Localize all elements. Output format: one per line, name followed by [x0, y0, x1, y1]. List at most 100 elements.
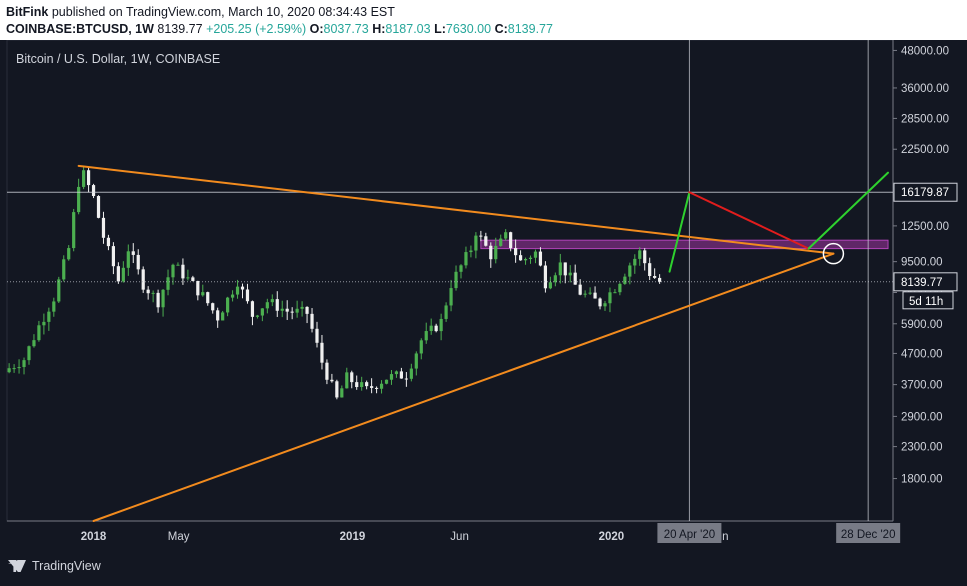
x-tick-label: May — [168, 531, 190, 543]
candle-up — [57, 279, 61, 302]
vertical-marker-label: 20 Apr '20 — [664, 529, 715, 541]
candle-up — [548, 282, 552, 289]
y-tick-label: 48000.00 — [901, 45, 949, 57]
candle-down — [310, 313, 314, 329]
candle-down — [538, 251, 543, 266]
y-tick-label: 2900.00 — [901, 411, 943, 423]
candle-up — [32, 340, 36, 347]
candle-down — [275, 299, 279, 311]
candle-down — [86, 170, 91, 186]
author-name[interactable]: BitFink — [6, 5, 49, 19]
open-label: O: — [309, 22, 324, 36]
price-label-box — [893, 272, 958, 292]
candle-up — [419, 340, 423, 354]
candle-down — [96, 196, 101, 218]
candle-down — [370, 386, 374, 388]
candle-up — [126, 251, 130, 268]
countdown-label: 5d 11h — [909, 296, 943, 308]
candle-up — [151, 292, 155, 294]
candle-up — [633, 258, 637, 266]
candle-up — [494, 245, 498, 260]
candle-up — [255, 315, 260, 317]
tradingview-icon — [8, 560, 26, 572]
candle-up — [414, 353, 418, 369]
y-tick-label: 5900.00 — [901, 319, 943, 331]
close-value: 8139.77 — [507, 22, 553, 36]
price-label-box — [893, 182, 958, 202]
candle-up — [613, 292, 617, 294]
candle-up — [300, 306, 304, 309]
y-tick-label: 9500.00 — [901, 257, 943, 269]
candle-up — [444, 305, 448, 319]
tradingview-logo[interactable]: TradingView — [8, 559, 101, 573]
candle-up — [454, 271, 458, 289]
y-tick-label: 22500.00 — [901, 144, 949, 156]
candle-up — [42, 321, 46, 326]
candle-up — [226, 297, 230, 313]
candle-down — [211, 303, 215, 311]
candle-down — [106, 237, 111, 247]
candle-up — [295, 308, 299, 313]
candle-up — [459, 265, 463, 272]
candle-down — [365, 382, 369, 387]
candle-up — [201, 292, 205, 296]
candle-up — [504, 232, 508, 239]
candle-up — [429, 325, 433, 332]
candle-up — [12, 368, 16, 370]
low-value: 7630.00 — [445, 22, 492, 36]
candle-up — [82, 170, 86, 187]
candle-down — [285, 308, 289, 312]
candle-up — [17, 367, 21, 369]
countdown-box — [902, 291, 954, 310]
candle-up — [439, 318, 443, 332]
candle-down — [399, 371, 404, 379]
candle-up — [260, 308, 264, 316]
candle-up — [171, 264, 175, 278]
candle-up — [7, 368, 11, 373]
symbol-label[interactable]: COINBASE:BTCUSD, 1W — [6, 22, 154, 36]
candle-down — [374, 387, 379, 389]
candle-up — [638, 250, 642, 259]
candle-down — [111, 246, 116, 267]
candle-down — [434, 325, 438, 332]
candle-up — [67, 248, 71, 260]
upper-trendline — [77, 164, 835, 255]
candle-down — [573, 272, 577, 285]
candle-up — [389, 374, 394, 380]
candle-down — [320, 342, 324, 363]
green-projection-long — [807, 171, 890, 250]
candle-up — [449, 288, 453, 306]
candle-down — [563, 262, 567, 276]
price-chart[interactable]: 1800.00 2300.00 2900.00 3700.00 4700.00 5900.… — [0, 40, 967, 550]
candle-up — [523, 259, 528, 261]
candle-up — [499, 238, 503, 246]
y-tick-label: 1800.00 — [901, 474, 943, 486]
candle-down — [330, 379, 334, 382]
candle-up — [280, 308, 284, 311]
candle-up — [360, 382, 364, 388]
candle-up — [161, 289, 165, 308]
candle-up — [22, 360, 26, 368]
vertical-marker-label: 28 Dec '20 — [841, 529, 896, 541]
low-label: L: — [434, 22, 446, 36]
candle-up — [176, 264, 180, 266]
candle-up — [394, 371, 399, 375]
resistance-zone — [480, 239, 889, 250]
candle-up — [265, 302, 269, 309]
y-tick-label: 3700.00 — [901, 380, 943, 392]
candle-down — [146, 289, 150, 294]
red-projection-down — [688, 191, 810, 250]
candle-up — [558, 262, 562, 276]
candle-up — [474, 235, 478, 251]
candle-up — [384, 379, 389, 384]
y-tick-label: 2300.00 — [901, 442, 943, 454]
candle-down — [593, 292, 597, 299]
candle-down — [156, 292, 160, 308]
candle-down — [653, 275, 657, 278]
candle-down — [648, 263, 652, 276]
candle-down — [315, 328, 319, 343]
candle-up — [47, 311, 51, 322]
candle-down — [335, 381, 339, 398]
candle-down — [325, 362, 329, 380]
candle-up — [603, 303, 607, 307]
